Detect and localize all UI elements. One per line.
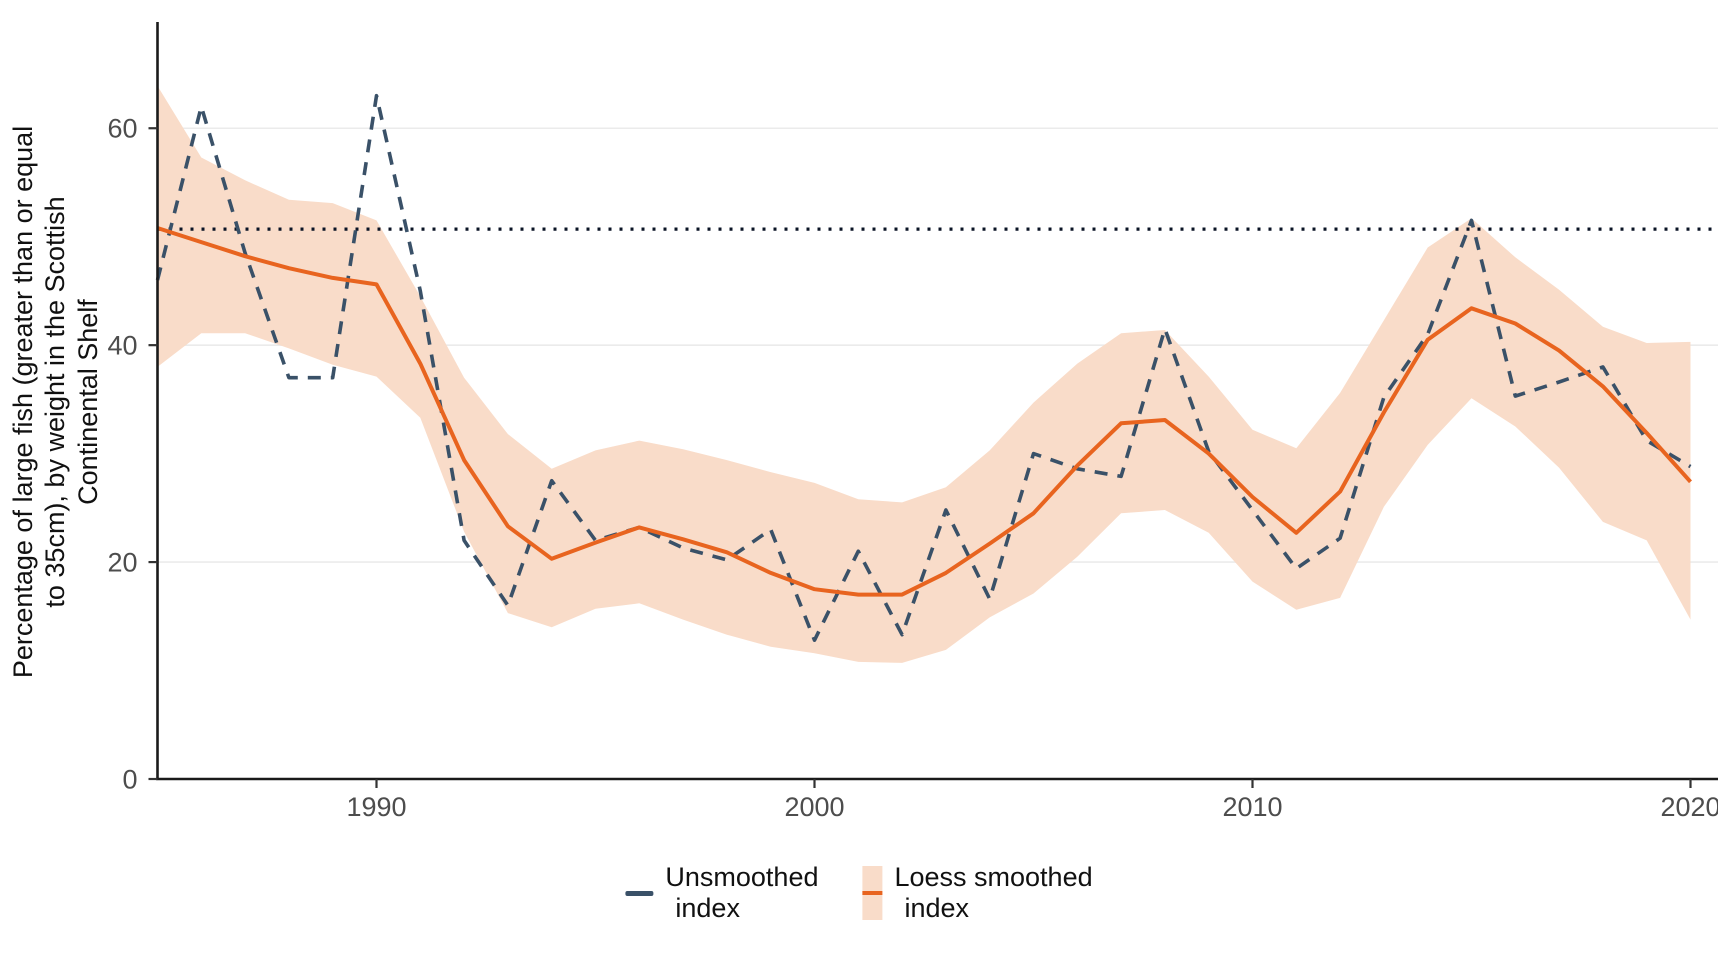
- legend-item-unsmoothed: Unsmoothed index: [625, 862, 818, 924]
- svg-text:2020: 2020: [1660, 792, 1718, 822]
- svg-text:2010: 2010: [1222, 792, 1282, 822]
- loess-confidence-ribbon: [157, 85, 1691, 663]
- loess-smoothed-line: [156, 226, 1692, 597]
- legend-text: index: [904, 893, 970, 924]
- unsmoothed-index-line: [155, 93, 1692, 643]
- svg-text:40: 40: [107, 331, 137, 361]
- legend: Unsmoothed index Loess smoothed index: [625, 862, 1093, 924]
- unsmoothed-dash-swatch-icon: [625, 890, 654, 896]
- loess-ribbon-swatch-icon: [862, 866, 883, 921]
- legend-item-loess: Loess smoothed index: [862, 862, 1093, 924]
- y-axis-title: Percentage of large fish (greater than o…: [7, 17, 107, 787]
- legend-text: index: [675, 893, 740, 924]
- legend-text: Loess smoothed: [894, 862, 1093, 892]
- svg-text:20: 20: [107, 548, 137, 578]
- svg-text:1990: 1990: [346, 792, 406, 822]
- y-axis-title-line: Percentage of large fish (greater than o…: [8, 125, 38, 679]
- legend-label-loess: Loess smoothed index: [894, 862, 1092, 924]
- y-axis-title-line: Continental Shelf: [72, 299, 103, 505]
- axis-tick-labels: 1990 2000 2010 2020 0 20 40 60: [107, 114, 1718, 822]
- svg-text:2000: 2000: [784, 792, 844, 822]
- svg-text:60: 60: [107, 114, 137, 144]
- legend-text: Unsmoothed: [665, 862, 819, 892]
- axes: [148, 22, 1718, 788]
- legend-label-unsmoothed: Unsmoothed index: [665, 862, 818, 924]
- svg-text:0: 0: [122, 765, 137, 795]
- loess-line-swatch-icon: [862, 891, 883, 896]
- y-axis-title-line: to 35cm), by weight in the Scottish: [40, 196, 71, 608]
